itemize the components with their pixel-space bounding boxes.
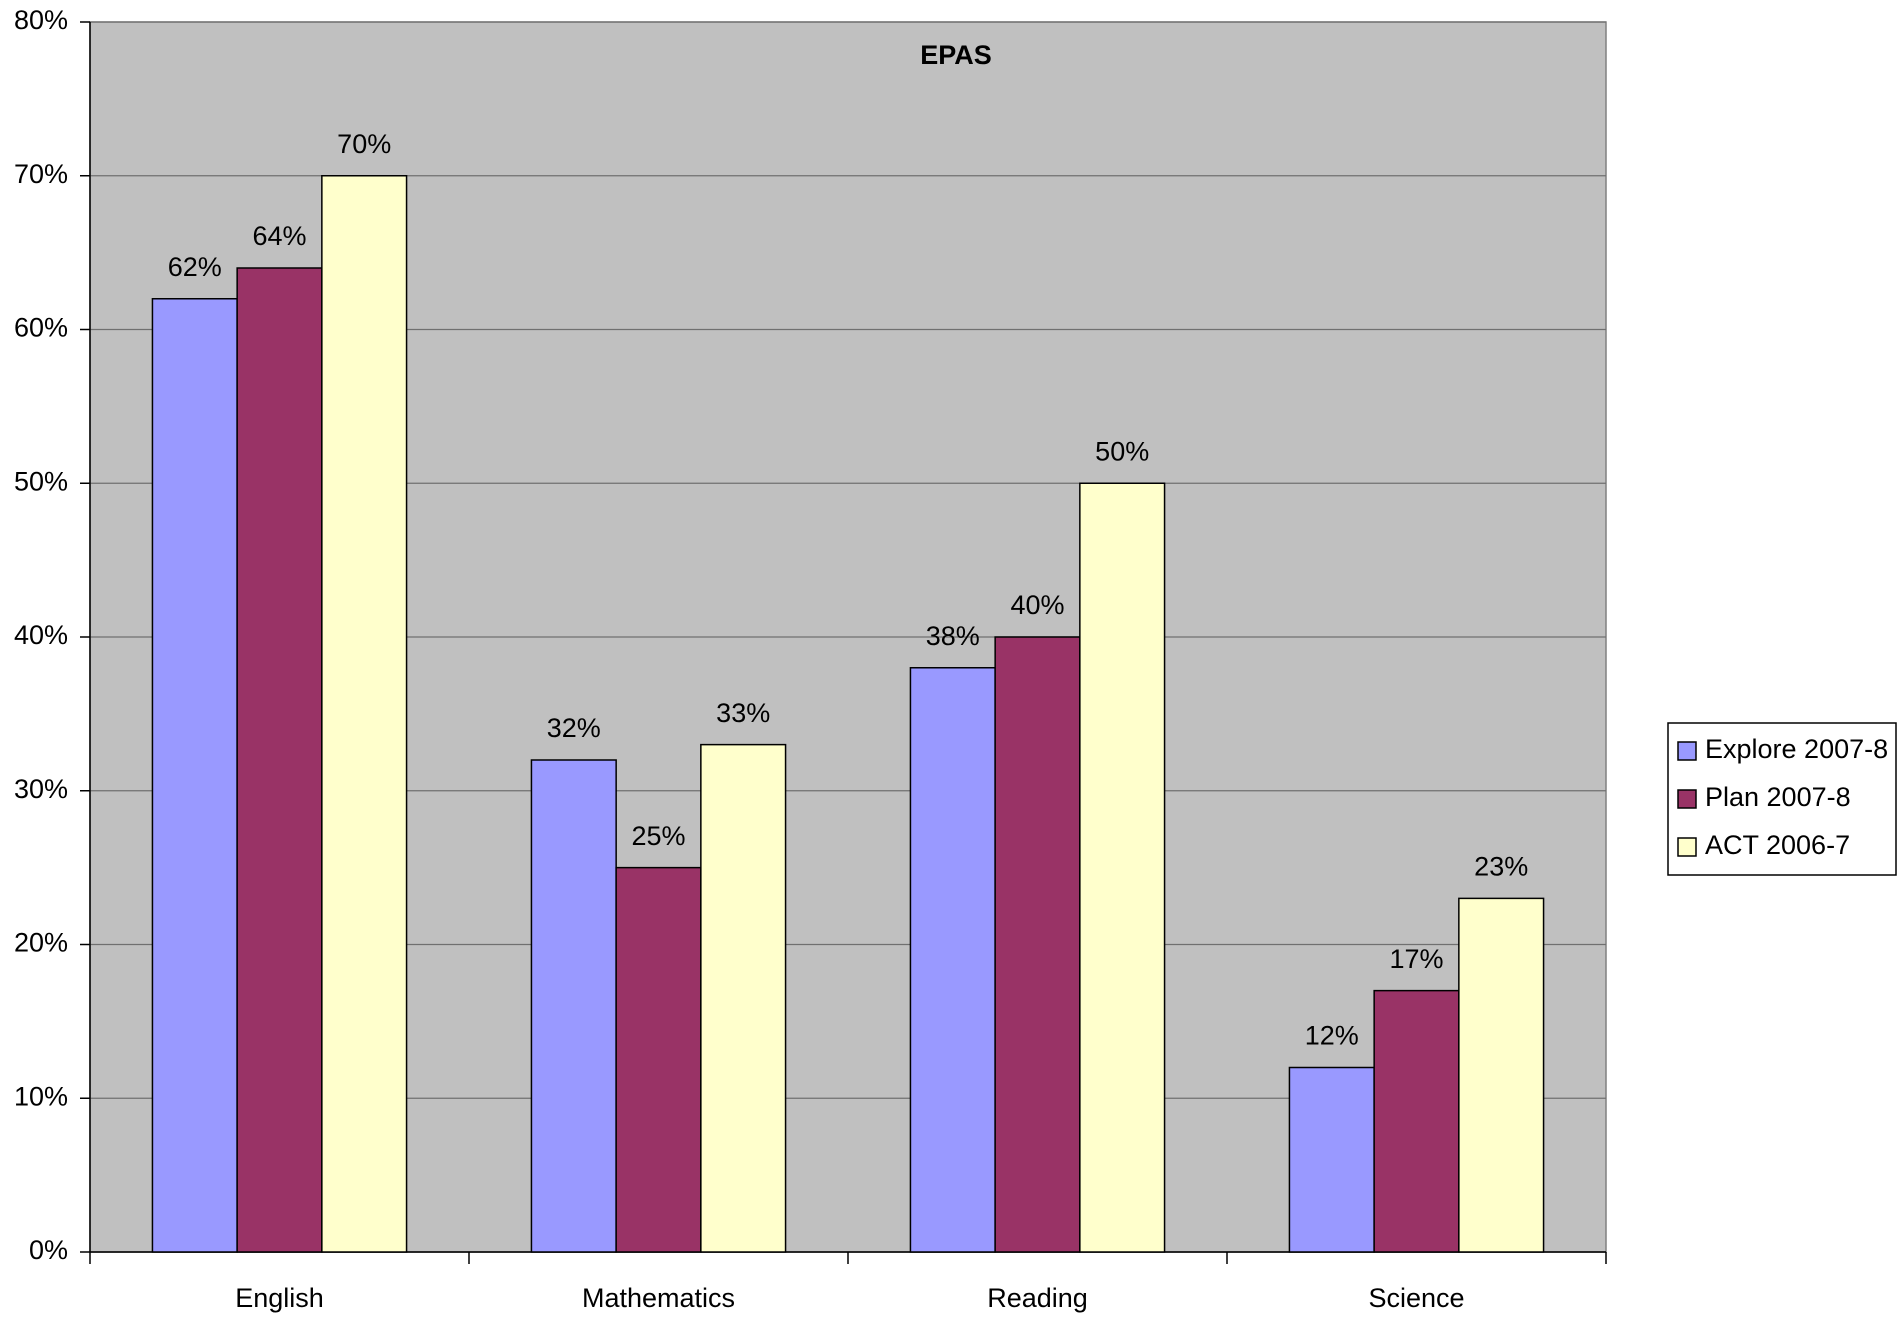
- y-tick-label: 50%: [14, 466, 68, 496]
- bar: [530, 759, 617, 1253]
- x-tick-label: Science: [1368, 1283, 1464, 1313]
- data-label: 17%: [1389, 944, 1443, 974]
- x-tick-label: Mathematics: [582, 1283, 735, 1313]
- y-tick-label: 40%: [14, 620, 68, 650]
- bar: [236, 267, 323, 1253]
- x-tick-label: English: [235, 1283, 324, 1313]
- legend-swatch: [1677, 837, 1697, 857]
- bar: [909, 667, 996, 1253]
- y-tick-label: 30%: [14, 774, 68, 804]
- y-tick-label: 20%: [14, 928, 68, 958]
- data-label: 62%: [168, 252, 222, 282]
- bar: [1373, 989, 1460, 1253]
- bar: [1288, 1066, 1375, 1253]
- legend-swatch: [1677, 741, 1697, 761]
- y-tick-label: 60%: [14, 313, 68, 343]
- data-label: 64%: [252, 221, 306, 251]
- y-tick-label: 80%: [14, 5, 68, 35]
- legend-label: ACT 2006-7: [1705, 830, 1850, 860]
- data-label: 25%: [631, 821, 685, 851]
- data-label: 38%: [926, 621, 980, 651]
- legend-label: Plan 2007-8: [1705, 782, 1851, 812]
- data-label: 12%: [1305, 1021, 1359, 1051]
- bar: [1079, 482, 1166, 1253]
- bar: [700, 743, 787, 1253]
- legend-box: [1667, 722, 1897, 876]
- legend-swatch: [1677, 789, 1697, 809]
- y-tick-label: 70%: [14, 159, 68, 189]
- bar: [615, 866, 702, 1253]
- legend-label: Explore 2007-8: [1705, 734, 1888, 764]
- data-label: 33%: [716, 698, 770, 728]
- chart-title: EPAS: [920, 40, 992, 70]
- x-tick-label: Reading: [987, 1283, 1088, 1313]
- data-label: 50%: [1095, 436, 1149, 466]
- data-label: 23%: [1474, 852, 1528, 882]
- bar: [1458, 897, 1545, 1253]
- y-tick-label: 10%: [14, 1081, 68, 1111]
- data-label: 40%: [1010, 590, 1064, 620]
- bar: [994, 636, 1081, 1253]
- data-label: 70%: [337, 129, 391, 159]
- data-label: 32%: [547, 713, 601, 743]
- y-tick-label: 0%: [29, 1235, 68, 1265]
- bar: [321, 175, 408, 1253]
- bar: [151, 298, 238, 1253]
